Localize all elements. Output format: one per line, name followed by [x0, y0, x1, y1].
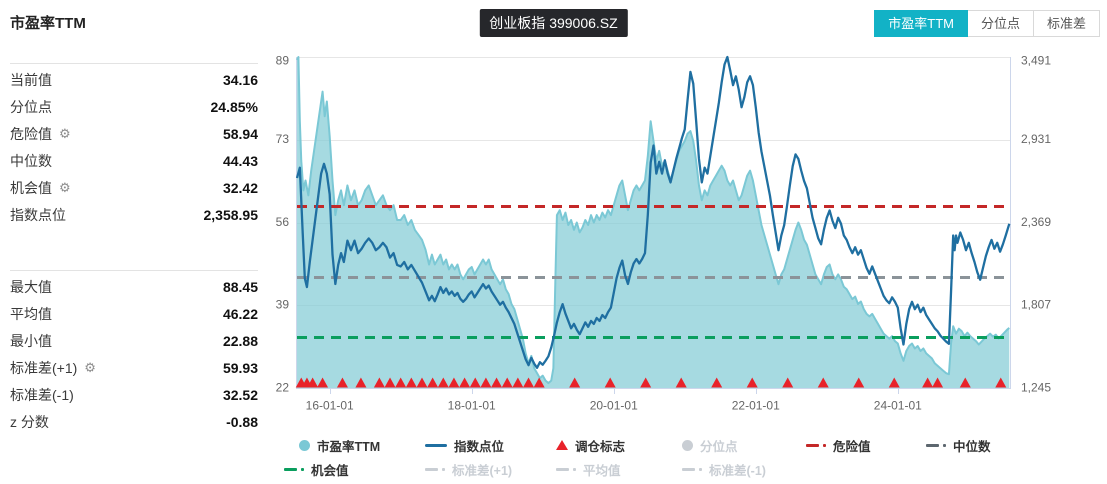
legend-item[interactable]: 指数点位: [425, 437, 505, 454]
stat-row: 指数点位 2,358.95: [10, 201, 258, 228]
stat-row: 当前值 34.16: [10, 66, 258, 93]
stat-value: 22.88: [222, 332, 258, 349]
legend-item[interactable]: 机会值: [284, 461, 349, 478]
dash-marker-icon: [806, 443, 826, 447]
legend-label: 机会值: [311, 463, 349, 478]
stat-label: 标准差(+1): [10, 359, 78, 376]
legend-label: 平均值: [583, 463, 621, 478]
legend-item[interactable]: 分位点: [682, 437, 738, 454]
triangle-marker-icon: [556, 440, 568, 450]
dash-marker-icon: [284, 467, 304, 471]
stat-label: 指数点位: [10, 206, 66, 223]
page-title: 市盈率TTM: [10, 15, 86, 32]
gear-icon[interactable]: ⚙: [59, 179, 71, 195]
legend-item[interactable]: 中位数: [926, 437, 991, 454]
stat-value: 59.93: [222, 359, 258, 376]
stat-value: 34.16: [222, 71, 258, 88]
circle-marker-icon: [682, 439, 693, 451]
stat-label: 最大值: [10, 278, 52, 295]
legend-item[interactable]: 危险值: [806, 437, 871, 454]
dash-marker-icon: [926, 443, 946, 447]
tab-std-dev[interactable]: 标准差: [1033, 10, 1100, 37]
stat-row: 平均值 46.22: [10, 300, 258, 327]
legend-label: 标准差(-1): [709, 463, 766, 478]
legend-item[interactable]: 市盈率TTM: [299, 437, 381, 454]
stat-row: 最小值 22.88: [10, 327, 258, 354]
legend-label: 中位数: [953, 439, 991, 454]
legend-label: 调仓标志: [575, 439, 626, 454]
stat-row: 危险值 ⚙ 58.94: [10, 120, 258, 147]
line-marker-icon: [425, 443, 447, 447]
dash-marker-icon: [682, 467, 702, 471]
stat-value: 58.94: [222, 125, 258, 142]
index-badge: 创业板指 399006.SZ: [479, 9, 628, 37]
stat-value: 2,358.95: [203, 206, 259, 223]
stat-label: 机会值: [10, 179, 52, 196]
stat-row: 机会值 ⚙ 32.42: [10, 174, 258, 201]
legend-item[interactable]: 调仓标志: [556, 437, 626, 454]
legend-item[interactable]: 标准差(-1): [682, 461, 766, 478]
dash-marker-icon: [556, 467, 576, 471]
legend-label: 市盈率TTM: [317, 439, 381, 454]
stat-label: 标准差(-1): [10, 386, 74, 403]
stat-label: 平均值: [10, 305, 52, 322]
stat-row: 标准差(+1) ⚙ 59.93: [10, 354, 258, 381]
tab-pe-ttm[interactable]: 市盈率TTM: [874, 10, 968, 37]
stat-value: 46.22: [222, 305, 258, 322]
stat-value: 32.52: [222, 386, 258, 403]
stats-sidebar: 当前值 34.16 分位点 24.85% 危险值 ⚙ 58.94 中位数 44.43 机会值 ⚙ 32…: [10, 63, 258, 435]
stat-label: 危险值: [10, 125, 52, 142]
gear-icon[interactable]: ⚙: [84, 359, 96, 375]
stat-row: 标准差(-1) 32.52: [10, 381, 258, 408]
stat-label: 分位点: [10, 98, 52, 115]
legend-item[interactable]: 标准差(+1): [425, 461, 513, 478]
legend-label: 分位点: [700, 439, 738, 454]
legend-label: 指数点位: [454, 439, 505, 454]
circle-marker-icon: [299, 439, 310, 451]
stat-value: 88.45: [222, 278, 258, 295]
stat-row: 分位点 24.85%: [10, 93, 258, 120]
stat-value: 24.85%: [210, 98, 258, 115]
stat-row: 中位数 44.43: [10, 147, 258, 174]
stat-label: 当前值: [10, 71, 52, 88]
metric-tabs: 市盈率TTM 分位点 标准差: [874, 10, 1100, 37]
stat-value: -0.88: [226, 413, 258, 430]
stat-row: 最大值 88.45: [10, 273, 258, 300]
stat-value: 32.42: [222, 179, 258, 196]
dash-marker-icon: [425, 467, 445, 471]
stat-label: 中位数: [10, 152, 52, 169]
tab-percentile[interactable]: 分位点: [967, 10, 1034, 37]
gear-icon[interactable]: ⚙: [59, 125, 71, 141]
legend-item[interactable]: 平均值: [556, 461, 621, 478]
stats-group-2: 最大值 88.45 平均值 46.22 最小值 22.88 标准差(+1) ⚙ 59.93 标准差…: [10, 270, 258, 435]
legend-label: 标准差(+1): [452, 463, 513, 478]
legend-label: 危险值: [833, 439, 871, 454]
stat-label: 最小值: [10, 332, 52, 349]
stat-value: 44.43: [222, 152, 258, 169]
stat-row: z 分数 -0.88: [10, 408, 258, 435]
stat-label: z 分数: [10, 413, 49, 430]
stats-group-1: 当前值 34.16 分位点 24.85% 危险值 ⚙ 58.94 中位数 44.43 机会值 ⚙ 32…: [10, 63, 258, 228]
